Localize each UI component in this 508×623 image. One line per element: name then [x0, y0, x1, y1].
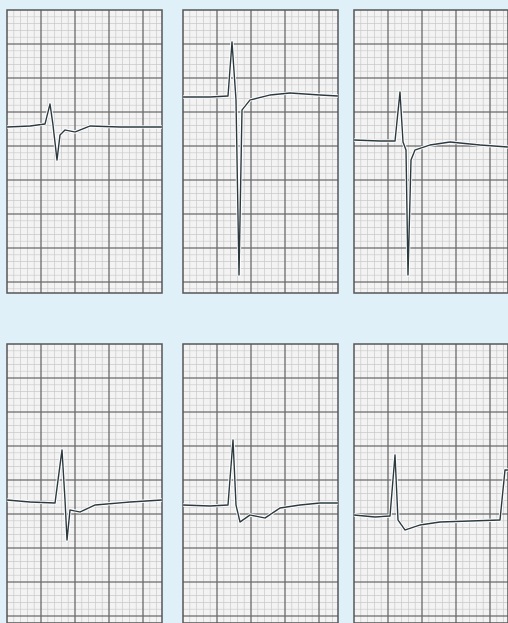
ecg-figure [0, 0, 508, 623]
ecg-paper [7, 10, 162, 293]
ecg-paper [354, 10, 508, 293]
ecg-paper [354, 344, 508, 623]
ecg-paper [183, 344, 338, 623]
ecg-paper [7, 344, 162, 623]
page: (() => { const data = JSON.parse(documen… [0, 0, 508, 623]
ecg-paper [183, 10, 338, 293]
